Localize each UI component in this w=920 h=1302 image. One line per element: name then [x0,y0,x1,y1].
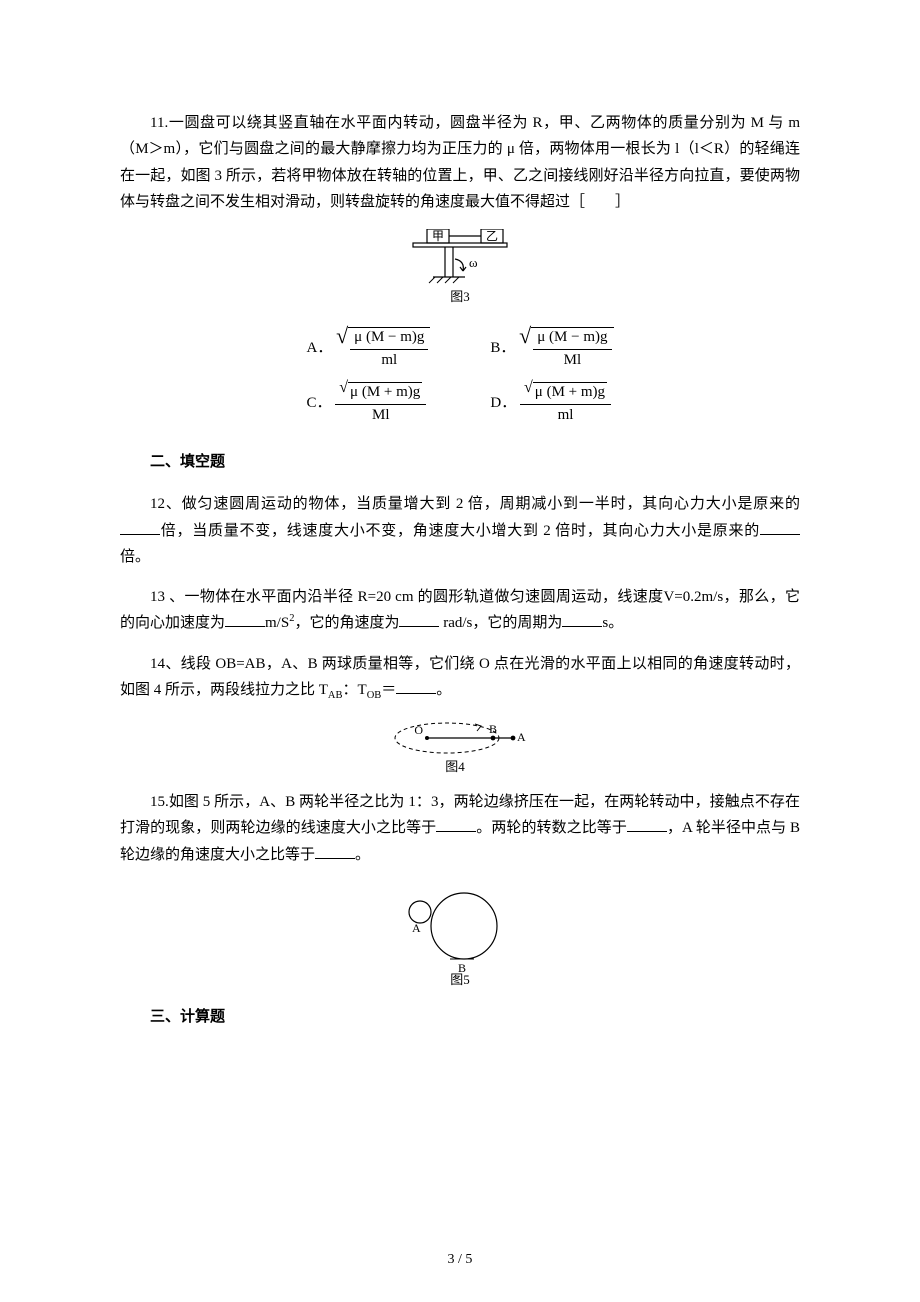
blank [396,678,436,694]
choice-d-num: μ (M + m)g [533,382,607,403]
choice-b-num: μ (M − m)g [533,328,611,350]
figure-5: A B 图5 [120,882,800,986]
choice-d-label: D． [490,395,516,411]
section-2-heading: 二、填空题 [120,449,800,475]
choice-a-num: μ (M − m)g [350,328,428,350]
fig3-omega: ω [469,255,478,270]
figure-3: 甲 乙 ω 图3 [120,229,800,307]
choice-a-label: A． [306,340,332,356]
page: 11.一圆盘可以绕其竖直轴在水平面内转动，圆盘半径为 R，甲、乙两物体的质量分别… [0,0,920,1302]
q12-pre: 12、做匀速圆周运动的物体，当质量增大到 2 倍，周期减小到一半时，其向心力大小… [150,496,800,512]
choice-d: D． √μ (M + m)g ml [460,376,643,431]
fig3-jia-label: 甲 [432,229,444,243]
choice-c-label: C． [306,395,331,411]
figure-4: O B A 图4 [120,719,800,775]
q13: 13 、一物体在水平面内沿半径 R=20 cm 的圆形轨道做匀速圆周运动，线速度… [120,584,800,637]
q14-pre: 14、线段 OB=AB，A、B 两球质量相等，它们绕 O 点在光滑的水平面上以相… [120,656,800,698]
q15: 15.如图 5 所示，A、B 两轮半径之比为 1：3，两轮边缘挤压在一起，在两轮… [120,789,800,868]
fig4-b: B [489,722,497,736]
q14-sub1: AB [328,690,343,701]
q14-eq: ＝ [381,682,396,698]
fig3-yi-label: 乙 [486,229,498,243]
q13-post: s。 [602,615,623,631]
page-footer: 3 / 5 [0,1248,920,1273]
blank [315,843,355,859]
fig4-caption: 图4 [445,759,465,774]
q13-mid1: ，它的角速度为 [294,615,399,631]
q14-post: 。 [436,682,451,698]
q14-sub2: OB [367,690,382,701]
section-3-heading: 三、计算题 [120,1004,800,1030]
fig5-a: A [412,921,421,935]
q15-mid1: 。两轮的转数之比等于 [476,820,627,836]
blank [562,611,602,627]
figure-4-svg: O B A 图4 [385,719,535,775]
q12: 12、做匀速圆周运动的物体，当质量增大到 2 倍，周期减小到一半时，其向心力大小… [120,491,800,570]
choice-b-den: Ml [533,350,611,371]
q14: 14、线段 OB=AB，A、B 两球质量相等，它们绕 O 点在光滑的水平面上以相… [120,651,800,706]
q13-unit1: m/S [265,615,289,631]
choice-c-den: Ml [335,405,426,426]
q11-text: 11.一圆盘可以绕其竖直轴在水平面内转动，圆盘半径为 R，甲、乙两物体的质量分别… [120,110,800,215]
figure-3-svg: 甲 乙 ω 图3 [395,229,525,307]
q15-post: 。 [355,847,370,863]
fig5-caption: 图5 [450,972,470,986]
fig3-caption: 图3 [450,289,470,304]
choice-c: C． √μ (M + m)g Ml [276,376,460,431]
blank [436,816,476,832]
blank [627,816,667,832]
choice-c-num: μ (M + m)g [348,382,422,403]
blank [120,519,160,535]
q13-unit2: rad/s，它的周期为 [439,615,562,631]
fig4-a: A [517,730,526,744]
blank [760,519,800,535]
choice-a: A． √ μ (M − m)g ml [276,321,460,376]
fig4-o: O [414,723,423,737]
choice-b: B． √ μ (M − m)g Ml [460,321,643,376]
q12-mid1: 倍，当质量不变，线速度大小不变，角速度大小增大到 2 倍时，其向心力大小是原来的 [160,523,760,539]
choice-b-label: B． [490,340,515,356]
q12-post: 倍。 [120,549,150,565]
choice-a-den: ml [350,350,428,371]
blank [399,611,439,627]
q11-choices: A． √ μ (M − m)g ml B． √ μ (M − m)g Ml [276,321,643,431]
q14-mid: ：T [343,682,367,698]
figure-5-svg: A B 图5 [390,882,530,986]
blank [225,611,265,627]
choice-d-den: ml [520,405,611,426]
